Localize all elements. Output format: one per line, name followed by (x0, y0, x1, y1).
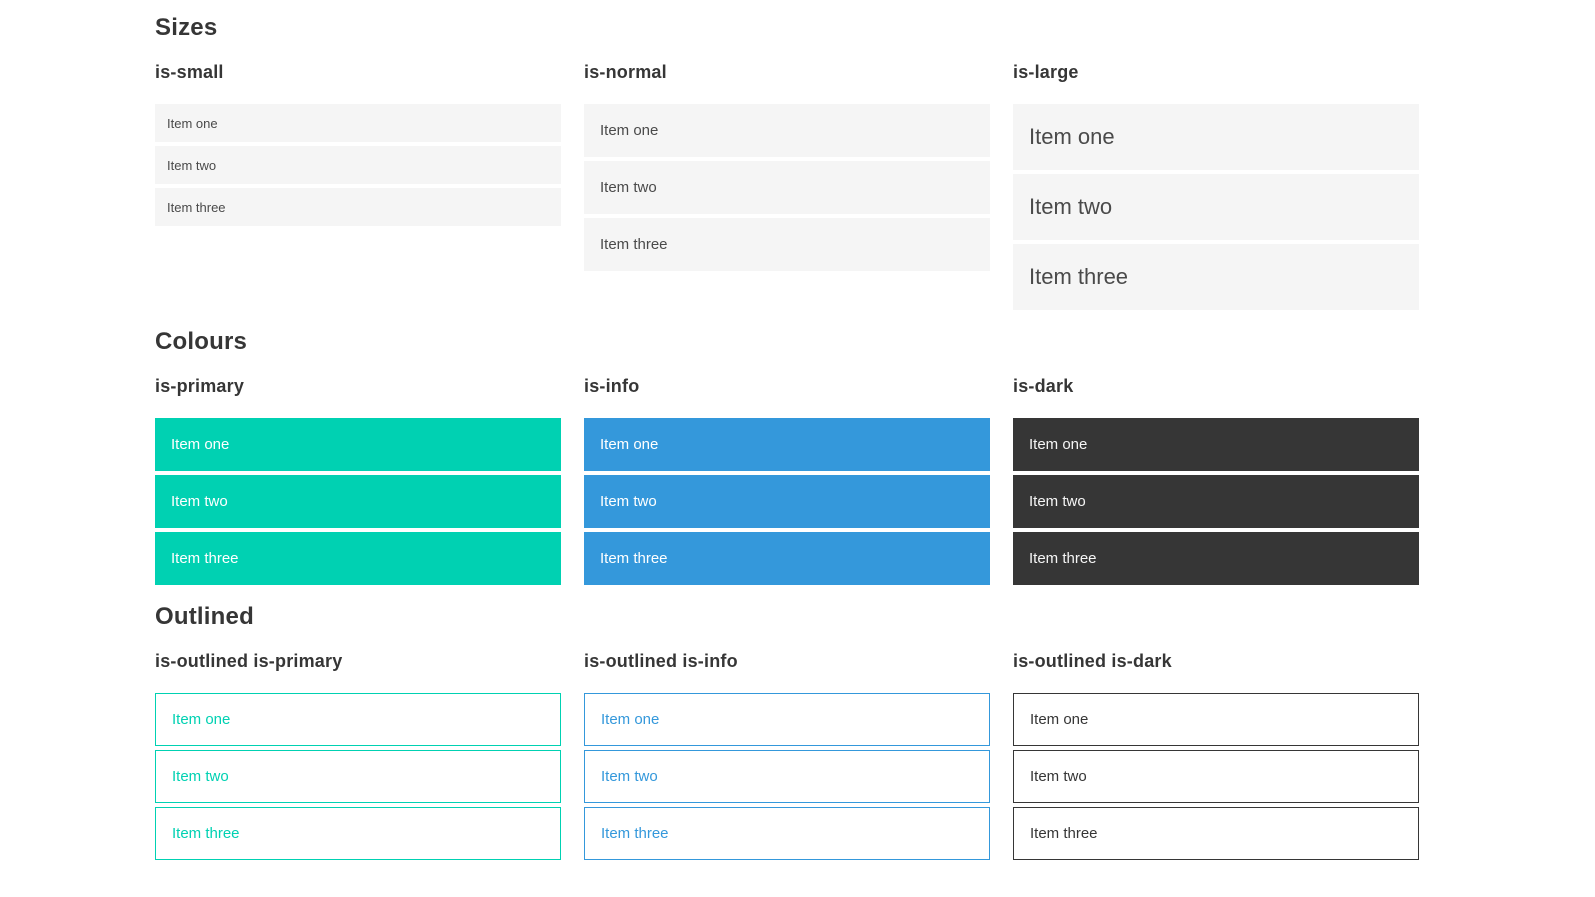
list: Item one Item two Item three (1013, 418, 1419, 585)
list-item[interactable]: Item one (584, 693, 990, 746)
group-title-is-large: is-large (1013, 62, 1079, 82)
list-item[interactable]: Item two (155, 146, 561, 184)
sizes-heading: Sizes (155, 14, 218, 41)
list-item[interactable]: Item three (1013, 244, 1419, 310)
colours-heading: Colours (155, 328, 248, 355)
list-item[interactable]: Item two (584, 475, 990, 528)
list: Item one Item two Item three (155, 104, 561, 226)
list-group-is-small: is-small Item one Item two Item three (155, 42, 561, 230)
list-item[interactable]: Item one (584, 104, 990, 157)
list-group-outlined-primary: is-outlined is-primary Item one Item two… (155, 631, 561, 864)
list: Item one Item two Item three (1013, 104, 1419, 310)
list-item[interactable]: Item one (1013, 104, 1419, 170)
list-item[interactable]: Item two (155, 475, 561, 528)
list: Item one Item two Item three (584, 693, 990, 860)
list-item[interactable]: Item two (584, 750, 990, 803)
list-item[interactable]: Item one (1013, 418, 1419, 471)
list-group-is-normal: is-normal Item one Item two Item three (584, 42, 990, 275)
list-item[interactable]: Item two (1013, 475, 1419, 528)
list-item[interactable]: Item three (155, 532, 561, 585)
page: Sizes is-small Item one Item two Item th… (155, 14, 1595, 864)
list: Item one Item two Item three (1013, 693, 1419, 860)
list-item[interactable]: Item one (1013, 693, 1419, 746)
list: Item one Item two Item three (584, 104, 990, 271)
list-item[interactable]: Item two (1013, 174, 1419, 240)
group-title-is-info: is-info (584, 376, 640, 396)
colours-grid: is-primary Item one Item two Item three … (155, 356, 1595, 589)
list-item[interactable]: Item one (155, 104, 561, 142)
list-group-is-large: is-large Item one Item two Item three (1013, 42, 1419, 314)
group-title-outlined-info: is-outlined is-info (584, 651, 738, 671)
list-item[interactable]: Item three (584, 532, 990, 585)
list-group-is-primary: is-primary Item one Item two Item three (155, 356, 561, 589)
section-colours: Colours is-primary Item one Item two Ite… (155, 328, 1595, 589)
list-item[interactable]: Item one (155, 418, 561, 471)
outlined-heading: Outlined (155, 603, 254, 630)
list-group-is-dark: is-dark Item one Item two Item three (1013, 356, 1419, 589)
list-item[interactable]: Item three (155, 188, 561, 226)
list-item[interactable]: Item three (1013, 532, 1419, 585)
list-item[interactable]: Item one (584, 418, 990, 471)
list: Item one Item two Item three (155, 418, 561, 585)
list-group-is-info: is-info Item one Item two Item three (584, 356, 990, 589)
section-sizes: Sizes is-small Item one Item two Item th… (155, 14, 1595, 314)
group-title-is-dark: is-dark (1013, 376, 1074, 396)
list-item[interactable]: Item three (155, 807, 561, 860)
list-item[interactable]: Item three (584, 218, 990, 271)
group-title-is-small: is-small (155, 62, 224, 82)
list-group-outlined-info: is-outlined is-info Item one Item two It… (584, 631, 990, 864)
group-title-is-normal: is-normal (584, 62, 667, 82)
list-group-outlined-dark: is-outlined is-dark Item one Item two It… (1013, 631, 1419, 864)
list-item[interactable]: Item three (1013, 807, 1419, 860)
list-item[interactable]: Item one (155, 693, 561, 746)
list: Item one Item two Item three (584, 418, 990, 585)
group-title-is-primary: is-primary (155, 376, 245, 396)
outlined-grid: is-outlined is-primary Item one Item two… (155, 631, 1595, 864)
group-title-outlined-dark: is-outlined is-dark (1013, 651, 1172, 671)
section-outlined: Outlined is-outlined is-primary Item one… (155, 603, 1595, 864)
group-title-outlined-primary: is-outlined is-primary (155, 651, 343, 671)
list: Item one Item two Item three (155, 693, 561, 860)
list-item[interactable]: Item two (584, 161, 990, 214)
list-item[interactable]: Item two (1013, 750, 1419, 803)
list-item[interactable]: Item three (584, 807, 990, 860)
list-item[interactable]: Item two (155, 750, 561, 803)
sizes-grid: is-small Item one Item two Item three is… (155, 42, 1595, 314)
